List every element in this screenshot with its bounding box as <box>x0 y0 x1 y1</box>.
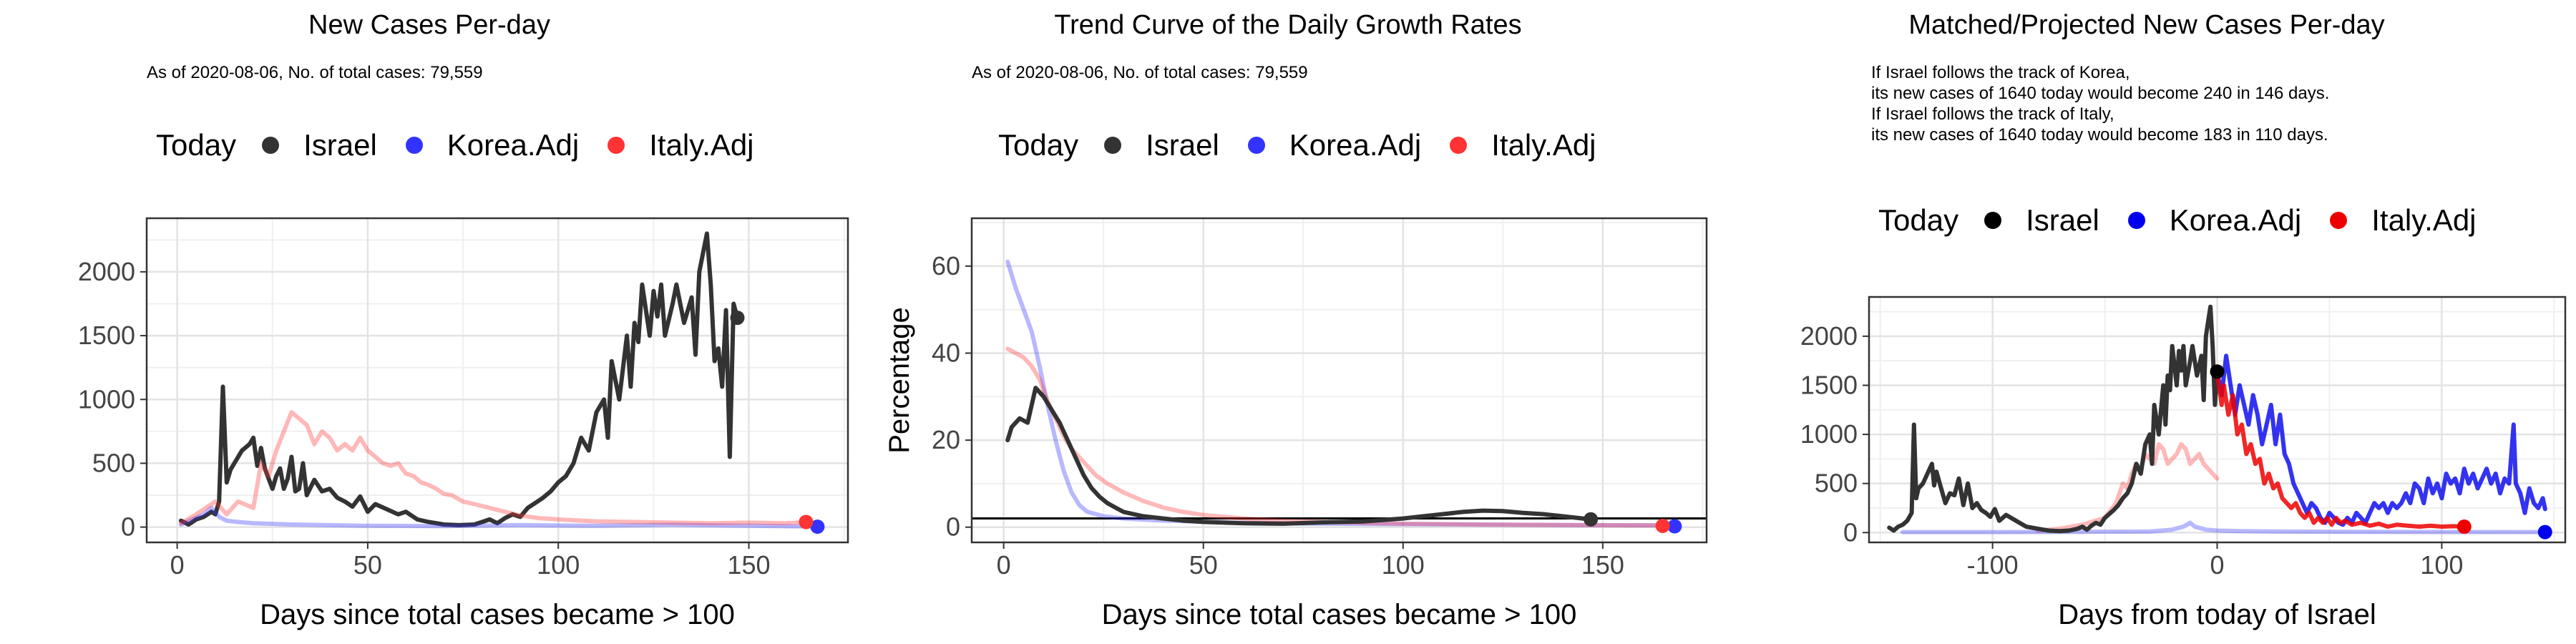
legend-key-korea <box>1247 137 1265 154</box>
legend-title: Today <box>1878 203 1959 237</box>
plot-frame <box>970 217 1708 544</box>
today-point-italy-adj <box>2457 519 2472 535</box>
today-point-israel <box>730 311 745 326</box>
series-line-korea-adj <box>2215 353 2547 527</box>
x-axis-label: Days since total cases became > 100 <box>1102 599 1577 630</box>
series-line-israel <box>178 231 740 527</box>
series-line-korea-adj <box>178 505 812 529</box>
x-tick-label: 150 <box>727 550 770 580</box>
projection-note: If Israel follows the track of Korea, it… <box>1871 63 2330 145</box>
legend-label-israel: Israel <box>1146 128 1219 162</box>
legend-label-israel: Israel <box>2026 203 2099 237</box>
series-line-italy-matched-past- <box>2035 441 2220 533</box>
chart-panel-new-cases: New Cases Per-day As of 2020-08-06, No. … <box>0 0 859 644</box>
legend-title: Today <box>156 128 237 162</box>
legend: Today Israel Korea.Adj Italy.Adj <box>156 128 783 162</box>
legend-key-italy <box>1450 137 1468 154</box>
y-tick-label: 0 <box>946 512 960 542</box>
series-line-italy-adj <box>178 410 809 526</box>
legend-label-italy: Italy.Adj <box>649 128 754 162</box>
plot-frame <box>1868 296 2567 544</box>
legend-key-israel <box>1984 212 2002 229</box>
y-tick-label: 0 <box>121 512 135 542</box>
y-tick-label: 20 <box>932 425 960 454</box>
chart-title: New Cases Per-day <box>308 10 550 40</box>
today-point-italy-adj <box>799 514 814 530</box>
y-tick-label: 40 <box>932 338 960 367</box>
today-point-korea-adj <box>810 519 825 535</box>
x-tick-label: 50 <box>353 550 382 580</box>
legend-key-italy <box>608 137 625 154</box>
plot-frame <box>145 217 849 544</box>
y-tick-label: 60 <box>932 251 960 280</box>
legend-label-korea: Korea.Adj <box>2169 203 2302 237</box>
x-tick-label: 100 <box>2420 550 2463 580</box>
today-point-italy-adj <box>1655 518 1670 533</box>
y-tick-label: 2000 <box>1800 321 1858 351</box>
today-point-israel <box>2210 364 2225 379</box>
legend-title: Today <box>998 128 1079 162</box>
series-line-korea-adj <box>1005 259 1669 528</box>
x-tick-label: 100 <box>537 550 580 580</box>
legend: Today Israel Korea.Adj Italy.Adj <box>1878 203 2505 238</box>
y-tick-label: 1500 <box>78 321 135 350</box>
series-line-italy-adj <box>2215 369 2467 529</box>
chart-subtitle: As of 2020-08-06, No. of total cases: 79… <box>147 63 483 82</box>
y-tick-label: 0 <box>1843 517 1858 547</box>
legend-key-israel <box>262 137 280 154</box>
legend-label-italy: Italy.Adj <box>2371 203 2477 237</box>
series-line-israel <box>1887 304 2220 534</box>
chart-title: Trend Curve of the Daily Growth Rates <box>1054 10 1522 40</box>
legend-label-israel: Israel <box>303 128 377 162</box>
y-tick-label: 2000 <box>78 257 135 286</box>
today-point-israel <box>1584 512 1599 527</box>
x-tick-label: 0 <box>2210 550 2224 580</box>
y-tick-label: 500 <box>1815 469 1858 498</box>
legend-label-italy: Italy.Adj <box>1491 128 1596 162</box>
legend-label-korea: Korea.Adj <box>447 128 580 162</box>
chart-subtitle: As of 2020-08-06, No. of total cases: 79… <box>972 63 1308 82</box>
x-tick-label: 50 <box>1189 550 1218 580</box>
x-tick-label: 0 <box>170 550 185 580</box>
legend-key-italy <box>2330 212 2348 229</box>
legend-key-israel <box>1104 137 1122 154</box>
x-tick-label: -100 <box>1967 550 2019 580</box>
today-point-korea-adj <box>2537 525 2552 540</box>
today-point-korea-adj <box>1667 519 1682 534</box>
legend: Today Israel Korea.Adj Italy.Adj <box>998 128 1625 162</box>
y-tick-label: 500 <box>92 448 135 477</box>
legend-key-korea <box>405 137 423 154</box>
series-line-korea-matched-past- <box>1901 520 2547 535</box>
legend-key-korea <box>2127 212 2145 229</box>
legend-label-korea: Korea.Adj <box>1289 128 1422 162</box>
chart-panel-projected: Matched/Projected New Cases Per-day If I… <box>1717 0 2576 644</box>
y-tick-label: 1000 <box>1800 419 1858 449</box>
chart-panel-growth-rates: Trend Curve of the Daily Growth Rates As… <box>859 0 1717 644</box>
series-line-italy-adj <box>1005 346 1665 528</box>
series-line-israel <box>1005 386 1594 526</box>
x-axis-label: Days since total cases became > 100 <box>260 599 735 630</box>
x-tick-label: 150 <box>1581 550 1624 580</box>
chart-title: Matched/Projected New Cases Per-day <box>1908 10 2385 40</box>
x-tick-label: 100 <box>1382 550 1425 580</box>
x-tick-label: 0 <box>997 550 1011 580</box>
y-tick-label: 1500 <box>1800 370 1858 399</box>
plot-growth-rates: 0 50 100 150 0 20 40 60 Days since total cases b… <box>884 217 1708 630</box>
x-axis-label: Days from today of Israel <box>2058 599 2376 630</box>
y-axis-label: Percentage <box>884 307 915 454</box>
y-tick-label: 1000 <box>78 384 135 414</box>
